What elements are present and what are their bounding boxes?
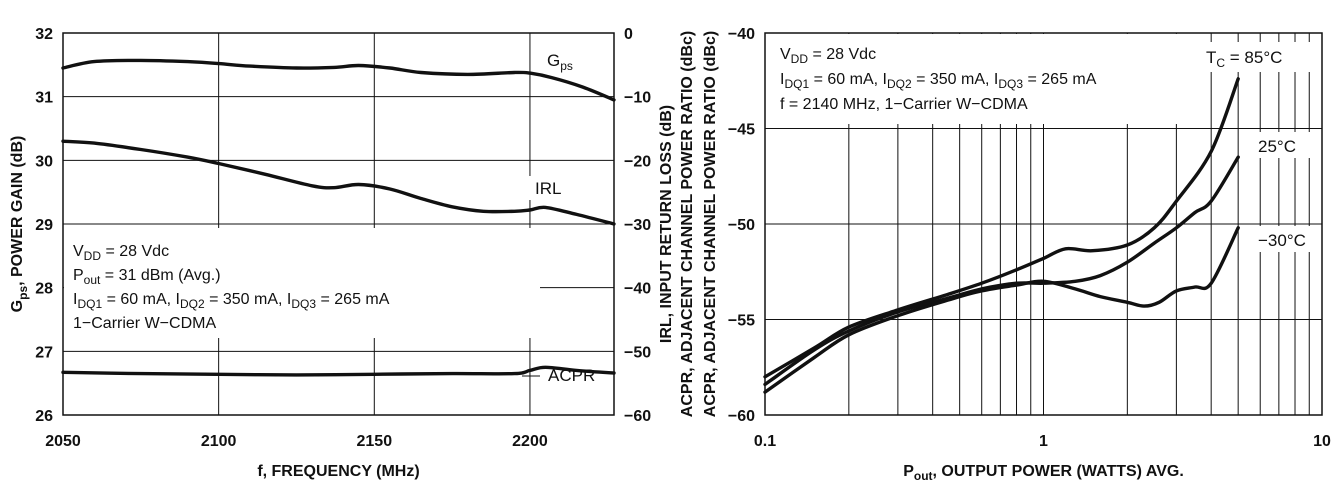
y-left-tick-label: 31 — [35, 90, 53, 107]
y-axis-label: ACPR, ADJACENT CHANNEL POWER RATIO (dBc) — [702, 31, 719, 417]
x-tick-label: 0.1 — [754, 433, 776, 450]
y-right-tick-label: −20 — [624, 153, 651, 170]
y-tick-label: −50 — [728, 217, 755, 234]
y-right-axis-label: IRL, INPUT RETURN LOSS (dB) — [658, 105, 675, 343]
x-tick-label: 1 — [1039, 433, 1048, 450]
y-right-axis-label: ACPR, ADJACENT CHANNEL POWER RATIO (dBc) — [679, 31, 696, 417]
plot-frame — [764, 32, 1323, 416]
x-axis-label: Pout, OUTPUT POWER (WATTS) AVG. — [903, 463, 1184, 483]
y-right-tick-label: −30 — [624, 217, 651, 234]
annotation-line: f = 2140 MHz, 1−Carrier W−CDMA — [780, 96, 1028, 113]
annotation-line: VDD = 28 Vdc — [780, 46, 876, 66]
annotation-line: IDQ1 = 60 mA, IDQ2 = 350 mA, IDQ3 = 265 … — [780, 71, 1097, 91]
x-tick-label: 10 — [1313, 433, 1331, 450]
y-tick-label: −40 — [728, 26, 755, 43]
y-left-tick-label: 30 — [35, 153, 53, 170]
annotation-line: VDD = 28 Vdc — [73, 243, 169, 263]
label-bg — [540, 46, 592, 72]
x-tick-label: 2050 — [45, 433, 81, 450]
series-label: Gps — [547, 51, 573, 73]
label-bg — [1252, 132, 1320, 158]
x-axis-label: f, FREQUENCY (MHz) — [257, 463, 419, 480]
y-left-tick-label: 32 — [35, 26, 53, 43]
y-tick-label: −45 — [728, 122, 755, 139]
y-left-tick-label: 27 — [35, 344, 53, 361]
y-right-tick-label: −60 — [624, 408, 651, 425]
label-bg — [528, 176, 580, 200]
series-t-c-85-c-line — [763, 77, 1240, 379]
annotation-line: 1−Carrier W−CDMA — [73, 315, 216, 332]
series-label: IRL — [535, 179, 561, 198]
y-left-tick-label: 29 — [35, 217, 53, 234]
y-tick-label: −55 — [728, 313, 755, 330]
series-irl-line — [61, 139, 616, 226]
label-bg — [1252, 226, 1320, 252]
x-tick-label: 2100 — [201, 433, 237, 450]
series-acpr-line — [61, 365, 616, 377]
y-right-tick-label: −50 — [624, 344, 651, 361]
series-label: −30°C — [1258, 231, 1306, 250]
series-g-ps-line — [61, 58, 616, 102]
y-right-tick-label: 0 — [624, 26, 633, 43]
y-right-tick-label: −10 — [624, 90, 651, 107]
y-left-tick-label: 26 — [35, 408, 53, 425]
x-tick-label: 2200 — [512, 433, 548, 450]
series-label: 25°C — [1258, 137, 1296, 156]
annotation-line: Pout = 31 dBm (Avg.) — [73, 267, 221, 287]
x-tick-label: 2150 — [357, 433, 393, 450]
annotation-box — [766, 34, 1186, 124]
y-tick-label: −60 — [728, 408, 755, 425]
y-right-tick-label: −40 — [624, 281, 651, 298]
series-label: ACPR — [548, 366, 595, 385]
annotation-line: IDQ1 = 60 mA, IDQ2 = 350 mA, IDQ3 = 265 … — [73, 291, 390, 311]
y-left-axis-label: Gps, POWER GAIN (dB) — [9, 136, 30, 313]
series-25-c-line — [763, 155, 1240, 387]
y-left-tick-label: 28 — [35, 281, 53, 298]
series--30-c-line — [763, 226, 1240, 394]
series-label: TC = 85°C — [1206, 48, 1282, 70]
annotation-box — [64, 228, 540, 338]
label-bg — [1196, 42, 1314, 72]
